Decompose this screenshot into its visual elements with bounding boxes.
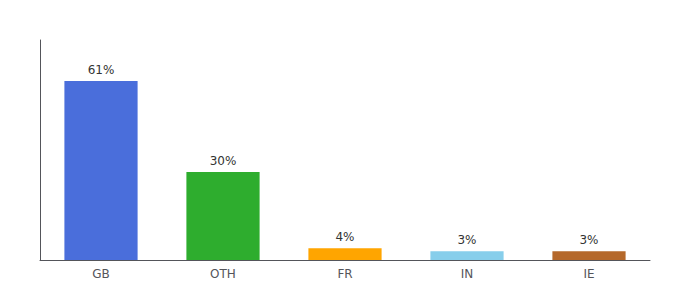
svg-text:IN: IN — [461, 267, 474, 281]
svg-text:30%: 30% — [210, 154, 237, 168]
svg-text:3%: 3% — [457, 233, 476, 247]
svg-text:61%: 61% — [88, 63, 115, 77]
svg-text:4%: 4% — [335, 230, 354, 244]
svg-text:GB: GB — [92, 267, 110, 281]
svg-text:OTH: OTH — [210, 267, 236, 281]
svg-text:FR: FR — [337, 267, 352, 281]
svg-text:IE: IE — [583, 267, 594, 281]
svg-text:3%: 3% — [579, 233, 598, 247]
